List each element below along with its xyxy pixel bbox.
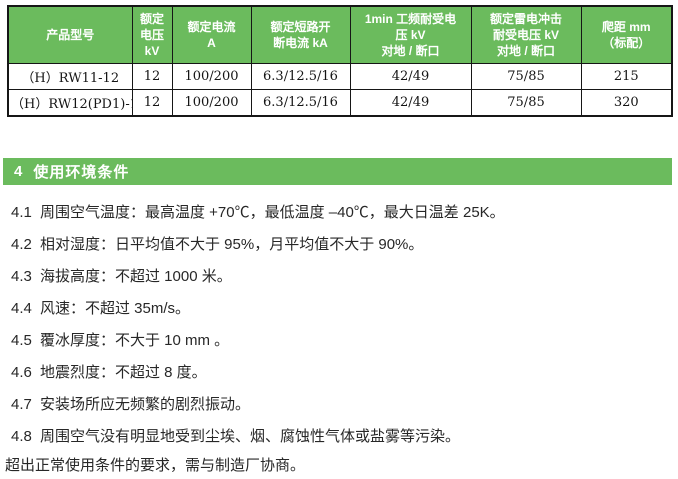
condition-item: 4.7 安装场所应无频繁的剧烈振动。	[11, 389, 671, 421]
col-header-rated-current: 额定电流 A	[171, 5, 252, 64]
cell-current: 100/200	[171, 63, 252, 90]
col-header-power-freq-withstand: 1min 工频耐受电 压 kV 对地 / 断口	[349, 5, 472, 64]
footer-note: 超出正常使用条件的要求，需与制造厂协商。	[5, 457, 306, 474]
condition-item: 4.4 风速：不超过 35m/s。	[11, 293, 671, 325]
conditions-list: 4.1 周围空气温度：最高温度 +70℃，最低温度 –40℃，最大日温差 25K…	[11, 197, 671, 453]
condition-text: 风速：不超过 35m/s。	[40, 300, 191, 317]
condition-text: 海拔高度：不超过 1000 米。	[40, 268, 232, 285]
spec-table: 产品型号 额定 电压 kV 额定电流 A 额定短路开 断电流 kA 1min 工…	[7, 5, 673, 117]
condition-text: 周围空气温度：最高温度 +70℃，最低温度 –40℃，最大日温差 25K。	[40, 204, 505, 221]
table-row: （H）RW11-12 12 100/200 6.3/12.5/16 42/49 …	[7, 63, 673, 90]
condition-item: 4.1 周围空气温度：最高温度 +70℃，最低温度 –40℃，最大日温差 25K…	[11, 197, 671, 229]
spec-table-header-row: 产品型号 额定 电压 kV 额定电流 A 额定短路开 断电流 kA 1min 工…	[7, 5, 673, 64]
section-number: 4	[14, 163, 23, 180]
condition-item: 4.2 相对湿度：日平均值不大于 95%，月平均值不大于 90%。	[11, 229, 671, 261]
cell-current: 100/200	[171, 89, 252, 117]
table-row: （H）RW12(PD1)-12 12 100/200 6.3/12.5/16 4…	[7, 89, 673, 117]
col-header-creepage: 爬距 mm （标配）	[580, 5, 673, 64]
section-heading: 4 使用环境条件	[3, 158, 672, 185]
condition-text: 相对湿度：日平均值不大于 95%，月平均值不大于 90%。	[40, 236, 424, 253]
cell-creepage: 215	[580, 63, 673, 90]
condition-text: 覆冰厚度：不大于 10 mm 。	[40, 332, 230, 349]
section-title: 使用环境条件	[33, 164, 130, 181]
col-header-breaking-current: 额定短路开 断电流 kA	[250, 5, 351, 64]
cell-power-freq: 42/49	[349, 89, 472, 117]
cell-model: （H）RW11-12	[7, 63, 133, 90]
cell-lightning: 75/85	[470, 63, 582, 90]
condition-item: 4.6 地震烈度：不超过 8 度。	[11, 357, 671, 389]
condition-number: 4.7	[11, 396, 32, 413]
condition-number: 4.4	[11, 300, 32, 317]
condition-number: 4.3	[11, 268, 32, 285]
cell-creepage: 320	[580, 89, 673, 117]
condition-item: 4.8 周围空气没有明显地受到尘埃、烟、腐蚀性气体或盐雾等污染。	[11, 421, 671, 453]
col-header-lightning-impulse: 额定雷电冲击 耐受电压 kV 对地 / 断口	[470, 5, 582, 64]
condition-number: 4.6	[11, 364, 32, 381]
condition-item: 4.5 覆冰厚度：不大于 10 mm 。	[11, 325, 671, 357]
condition-text: 地震烈度：不超过 8 度。	[40, 364, 207, 381]
cell-breaking-current: 6.3/12.5/16	[250, 63, 351, 90]
cell-voltage: 12	[131, 89, 173, 117]
condition-item: 4.3 海拔高度：不超过 1000 米。	[11, 261, 671, 293]
condition-number: 4.1	[11, 204, 32, 221]
condition-number: 4.8	[11, 428, 32, 445]
condition-number: 4.2	[11, 236, 32, 253]
condition-text: 安装场所应无频繁的剧烈振动。	[40, 396, 251, 413]
col-header-product-model: 产品型号	[7, 5, 133, 64]
cell-power-freq: 42/49	[349, 63, 472, 90]
cell-lightning: 75/85	[470, 89, 582, 117]
cell-voltage: 12	[131, 63, 173, 90]
cell-breaking-current: 6.3/12.5/16	[250, 89, 351, 117]
cell-model: （H）RW12(PD1)-12	[7, 89, 133, 117]
col-header-rated-voltage: 额定 电压 kV	[131, 5, 173, 64]
condition-text: 周围空气没有明显地受到尘埃、烟、腐蚀性气体或盐雾等污染。	[40, 428, 461, 445]
condition-number: 4.5	[11, 332, 32, 349]
